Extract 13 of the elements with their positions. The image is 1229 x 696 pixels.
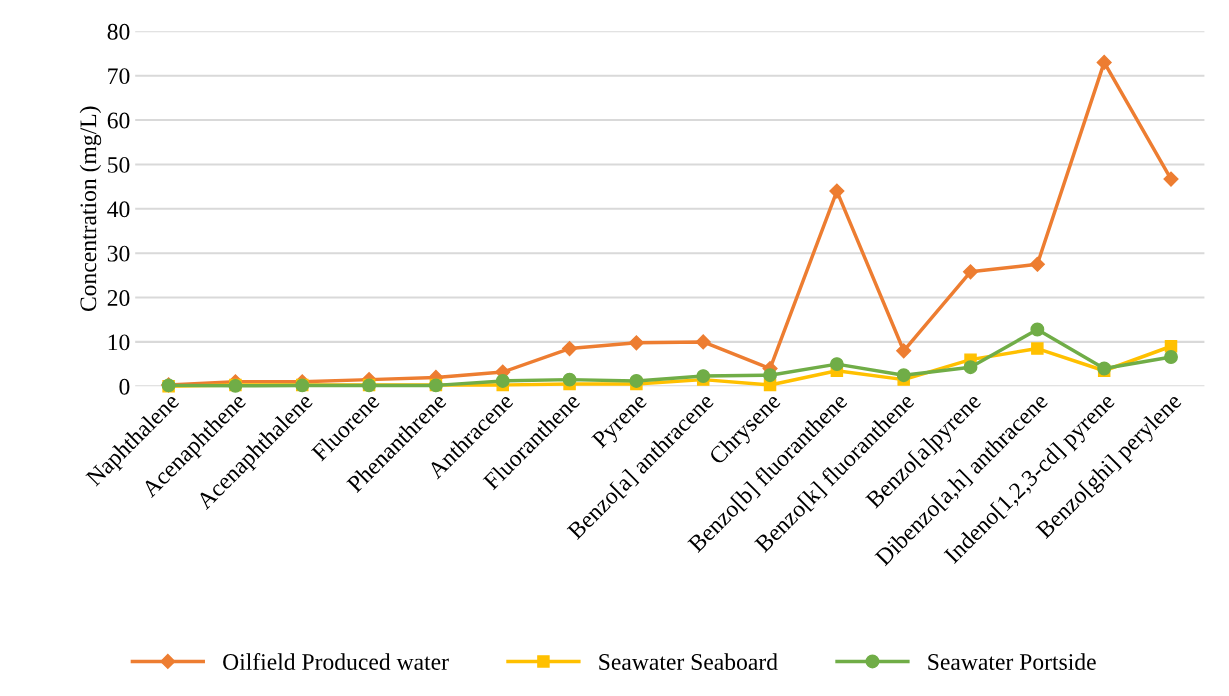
y-axis-title: Concentration (mg/L) [79,106,102,312]
y-tick-label: 70 [108,68,130,85]
y-tick-label: 20 [107,290,130,306]
y-tick-label: 0 [119,378,130,395]
y-tick-label: 30 [107,245,130,262]
legend-label: Oilfield Produced water [223,653,449,670]
y-tick-label: 10 [108,334,130,351]
y-tick-label: 60 [107,112,130,129]
y-tick-label: 50 [108,156,130,173]
legend-label: Seawater Portside [928,653,1096,670]
y-tick-label: 80 [107,23,130,40]
y-tick-label: 40 [107,201,130,218]
legend-label: Seawater Seaboard [599,653,778,670]
